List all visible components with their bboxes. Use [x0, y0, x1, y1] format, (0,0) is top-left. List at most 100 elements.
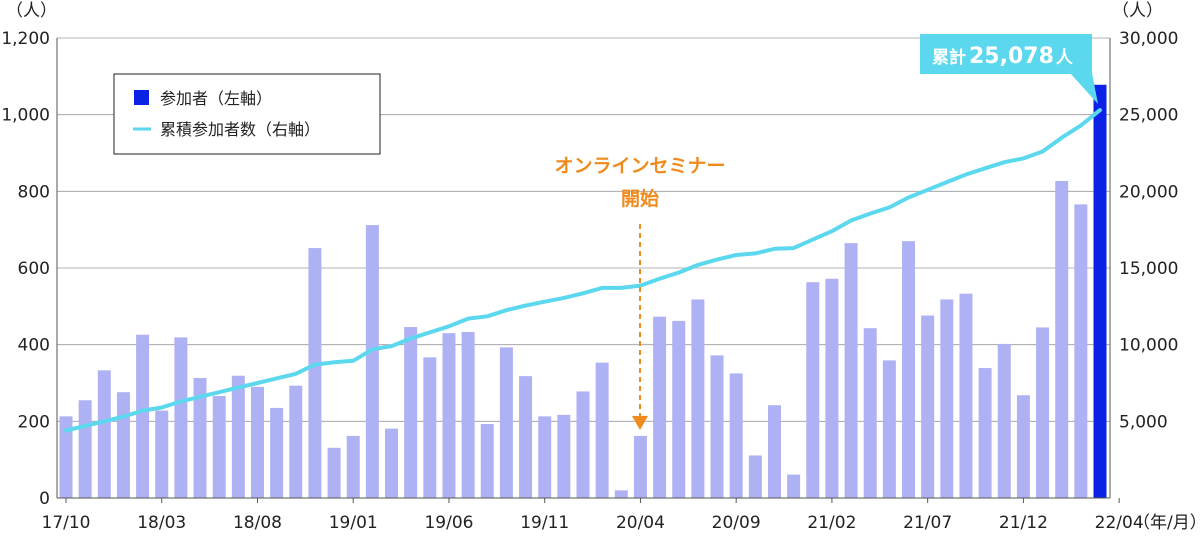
right-tick-label: 10,000 — [1119, 336, 1178, 356]
left-axis-unit: （人） — [6, 1, 57, 21]
cumulative-total-callout: 累計 25,078 人 — [920, 34, 1098, 104]
bar — [174, 337, 188, 498]
cumulative-line — [64, 108, 1102, 433]
legend-label-cumulative: 累積参加者数（右軸） — [160, 120, 320, 139]
bar — [136, 334, 150, 498]
bar — [308, 248, 322, 498]
left-tick-label: 600 — [18, 259, 50, 279]
x-axis-unit: （年/月） — [1133, 513, 1200, 533]
x-tick-label: 19/01 — [329, 513, 378, 533]
bar — [997, 343, 1011, 498]
callout-prefix: 累計 — [932, 47, 966, 68]
bar — [902, 241, 916, 498]
left-axis-ticks: 0 200 400 600 800 1,000 1,200 — [1, 29, 50, 509]
x-tick-label: 21/07 — [903, 513, 952, 533]
right-tick-label: 25,000 — [1119, 106, 1178, 126]
bar — [672, 320, 686, 498]
bar — [97, 370, 111, 498]
callout-value: 25,078 — [969, 44, 1054, 69]
bar — [442, 333, 456, 498]
bar — [653, 316, 667, 498]
bar — [806, 282, 820, 498]
right-tick-label: 30,000 — [1119, 29, 1178, 49]
bar — [461, 332, 475, 498]
bar — [863, 328, 877, 498]
callout-box — [920, 34, 1092, 74]
x-tick-label: 21/02 — [807, 513, 856, 533]
bar — [844, 243, 858, 498]
bar — [538, 416, 552, 498]
bar — [480, 424, 494, 498]
bar — [557, 414, 571, 498]
bar — [1036, 327, 1050, 498]
legend-label-participants: 参加者（左軸） — [160, 89, 272, 108]
legend-swatch-bar — [134, 90, 149, 105]
left-tick-label: 800 — [18, 182, 50, 202]
bar — [595, 362, 609, 498]
bar — [212, 396, 226, 498]
bar — [155, 410, 169, 498]
right-tick-label: 20,000 — [1119, 182, 1178, 202]
line-series-cumulative — [64, 108, 1102, 433]
left-tick-label: 0 — [39, 489, 50, 509]
x-tick-label: 22/04 — [1095, 513, 1144, 533]
bar — [729, 373, 743, 498]
legend-box — [113, 73, 381, 155]
bar — [289, 385, 303, 498]
right-axis-ticks: 5,000 10,000 15,000 20,000 25,000 30,000 — [1119, 29, 1178, 432]
bar-series-participants — [59, 84, 1107, 499]
bar — [978, 368, 992, 498]
bar — [825, 278, 839, 498]
bar — [499, 347, 513, 498]
x-tick-label: 20/04 — [616, 513, 665, 533]
callout-suffix: 人 — [1056, 48, 1074, 68]
x-tick-label: 17/10 — [42, 513, 91, 533]
x-tick-label: 21/12 — [999, 513, 1048, 533]
bar — [767, 405, 781, 498]
bar — [519, 376, 533, 498]
bar — [633, 435, 647, 498]
x-tick-label: 19/11 — [520, 513, 569, 533]
bar — [116, 392, 130, 498]
axes — [56, 38, 1111, 499]
bar — [365, 225, 379, 499]
bar-highlight — [1093, 84, 1107, 499]
bar — [748, 455, 762, 498]
x-tick-label: 20/09 — [712, 513, 761, 533]
bar — [1016, 395, 1030, 498]
right-axis-unit: （人） — [1112, 1, 1163, 21]
bar — [270, 407, 284, 498]
bar — [327, 447, 341, 498]
bar — [346, 435, 360, 498]
right-tick-label: 5,000 — [1119, 412, 1168, 432]
callout-label: 累計 25,078 人 — [932, 44, 1074, 69]
bar — [404, 327, 418, 498]
bar — [691, 299, 705, 498]
bar — [940, 299, 954, 498]
legend: 参加者（左軸） 累積参加者数（右軸） — [113, 73, 381, 155]
left-tick-label: 200 — [18, 412, 50, 432]
bar — [614, 490, 628, 498]
callout-pointer — [1070, 73, 1098, 104]
bar — [921, 315, 935, 498]
annotation-arrow-head — [632, 416, 648, 430]
bar — [423, 357, 437, 498]
left-tick-label: 1,000 — [1, 106, 50, 126]
bar — [882, 360, 896, 498]
bar — [59, 416, 73, 498]
bar — [787, 474, 801, 498]
bar — [576, 391, 590, 498]
bar — [1055, 180, 1069, 498]
left-tick-label: 1,200 — [1, 29, 50, 49]
x-axis-ticks: 17/10 18/03 18/08 19/01 19/06 19/11 20/04 20/09… — [42, 498, 1144, 533]
left-tick-label: 400 — [18, 336, 50, 356]
bar — [1074, 204, 1088, 498]
x-tick-label: 18/03 — [137, 513, 186, 533]
annotation-line2: 開始 — [621, 187, 659, 210]
online-seminar-annotation: オンラインセミナー 開始 — [554, 155, 726, 430]
bar — [231, 375, 245, 498]
right-tick-label: 15,000 — [1119, 259, 1178, 279]
annotation-line1: オンラインセミナー — [554, 155, 725, 177]
bar — [959, 293, 973, 498]
